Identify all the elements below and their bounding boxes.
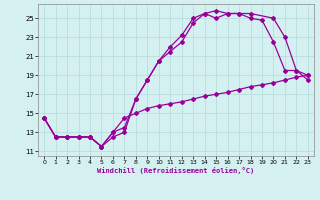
X-axis label: Windchill (Refroidissement éolien,°C): Windchill (Refroidissement éolien,°C)	[97, 167, 255, 174]
